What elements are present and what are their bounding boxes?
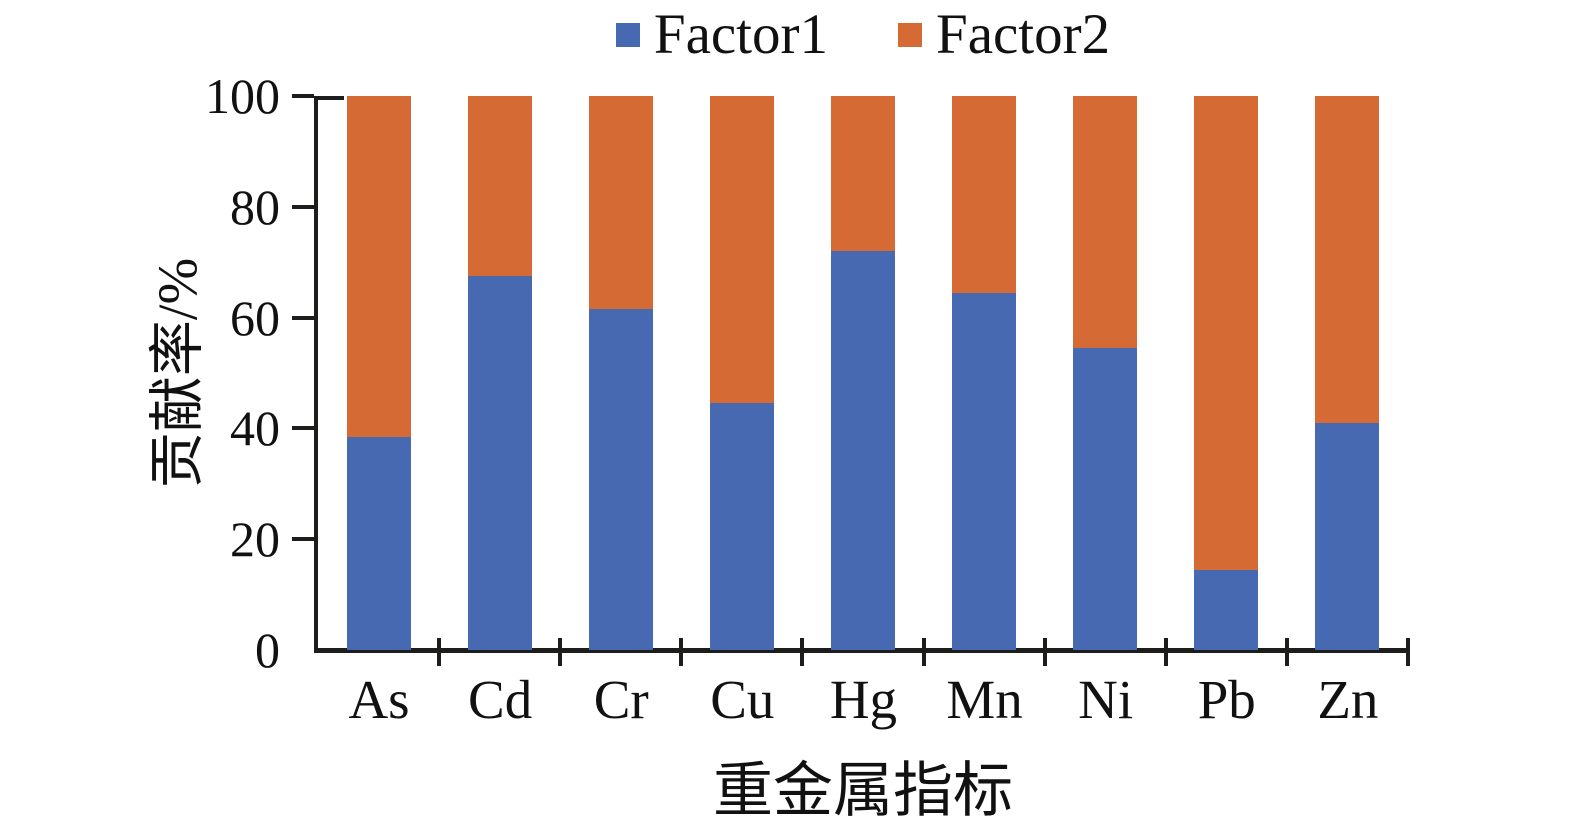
bar-pb-factor2 [1194,96,1259,570]
legend-swatch-factor1-icon [615,22,640,47]
bar-ni-factor2 [1073,96,1138,349]
chart-legend: Factor1 Factor2 [318,6,1408,63]
y-tick-60 [292,315,314,320]
bar-as-factor2 [346,96,411,437]
bar-ni-factor1 [1073,348,1138,650]
x-boundary-tick-1 [437,638,442,666]
y-tick-label-0: 0 [255,622,280,678]
bar-cd-factor1 [467,276,532,650]
x-category-label-pb: Pb [1197,669,1256,730]
x-category-label-mn: Mn [946,669,1023,730]
x-category-label-zn: Zn [1317,669,1379,730]
y-axis-top-cap [318,96,344,100]
bar-zn-factor1 [1315,422,1380,650]
x-category-label-as: As [348,669,410,730]
bar-cd-factor2 [467,96,532,277]
bar-mn-factor1 [952,292,1017,650]
y-tick-label-20: 20 [230,511,280,568]
y-axis-line [314,96,318,652]
x-boundary-tick-8 [1284,638,1289,666]
bar-cr-factor2 [588,96,653,310]
x-category-label-ni: Ni [1078,669,1134,730]
bar-hg-factor2 [831,96,895,252]
legend-label-factor2: Factor2 [936,3,1111,66]
legend-item-factor1: Factor1 [615,3,828,66]
legend-label-factor1: Factor1 [653,3,828,66]
y-tick-20 [292,537,314,542]
bar-hg-factor1 [831,251,895,650]
y-tick-label-60: 60 [230,289,280,346]
bar-pb-factor1 [1194,569,1259,650]
y-tick-label-40: 40 [230,400,280,457]
bar-as-factor1 [346,436,411,650]
y-tick-label-100: 100 [205,68,280,124]
legend-item-factor2: Factor2 [898,6,1110,63]
x-category-label-cr: Cr [593,669,649,730]
x-boundary-tick-2 [558,638,563,666]
x-boundary-tick-7 [1163,638,1168,666]
y-tick-100 [292,94,314,98]
y-tick-label-80: 80 [230,178,280,235]
y-tick-40 [292,426,314,431]
x-boundary-tick-6 [1042,638,1047,666]
x-axis-title: 重金属指标 [713,758,1013,820]
bar-mn-factor2 [952,96,1017,293]
bar-cr-factor1 [588,309,653,650]
x-boundary-tick-3 [679,638,684,666]
bar-zn-factor2 [1315,96,1380,423]
legend-swatch-factor2-icon [898,22,922,47]
x-axis-line [314,648,1410,653]
x-boundary-tick-4 [800,638,805,666]
x-boundary-tick-9 [1406,638,1410,666]
x-category-label-cd: Cd [468,669,533,730]
bar-cu-factor2 [709,96,774,404]
x-category-label-cu: Cu [710,669,775,730]
x-category-label-hg: Hg [829,669,898,730]
bar-cu-factor1 [709,403,774,650]
x-boundary-tick-5 [921,638,926,666]
y-tick-80 [292,204,314,209]
